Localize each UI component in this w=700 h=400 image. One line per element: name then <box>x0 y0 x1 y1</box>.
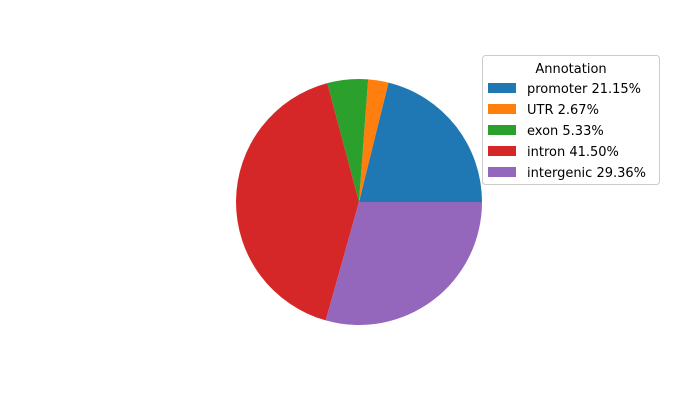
pie-slice-exon <box>327 78 369 202</box>
legend-swatch-promoter <box>488 83 516 93</box>
legend-label-utr: UTR 2.67% <box>527 103 599 118</box>
pie-slice-intron <box>235 83 359 321</box>
legend-title: Annotation <box>535 62 606 77</box>
legend-swatch-utr <box>488 104 516 114</box>
legend-label-exon: exon 5.33% <box>527 124 604 139</box>
legend-label-intron: intron 41.50% <box>527 145 619 160</box>
pie-slice-promoter <box>359 82 482 202</box>
pie-slice-utr <box>359 79 389 202</box>
legend-swatch-intron <box>488 146 516 156</box>
legend-frame <box>482 55 660 185</box>
legend-label-intergenic: intergenic 29.36% <box>527 166 646 181</box>
legend-swatch-intergenic <box>488 167 516 177</box>
pie-slice-intergenic <box>325 202 482 326</box>
legend-swatch-exon <box>488 125 516 135</box>
legend-label-promoter: promoter 21.15% <box>527 82 641 97</box>
legend: Annotation promoter 21.15% UTR 2.67% exon … <box>482 55 660 185</box>
pie-slices <box>235 78 482 326</box>
